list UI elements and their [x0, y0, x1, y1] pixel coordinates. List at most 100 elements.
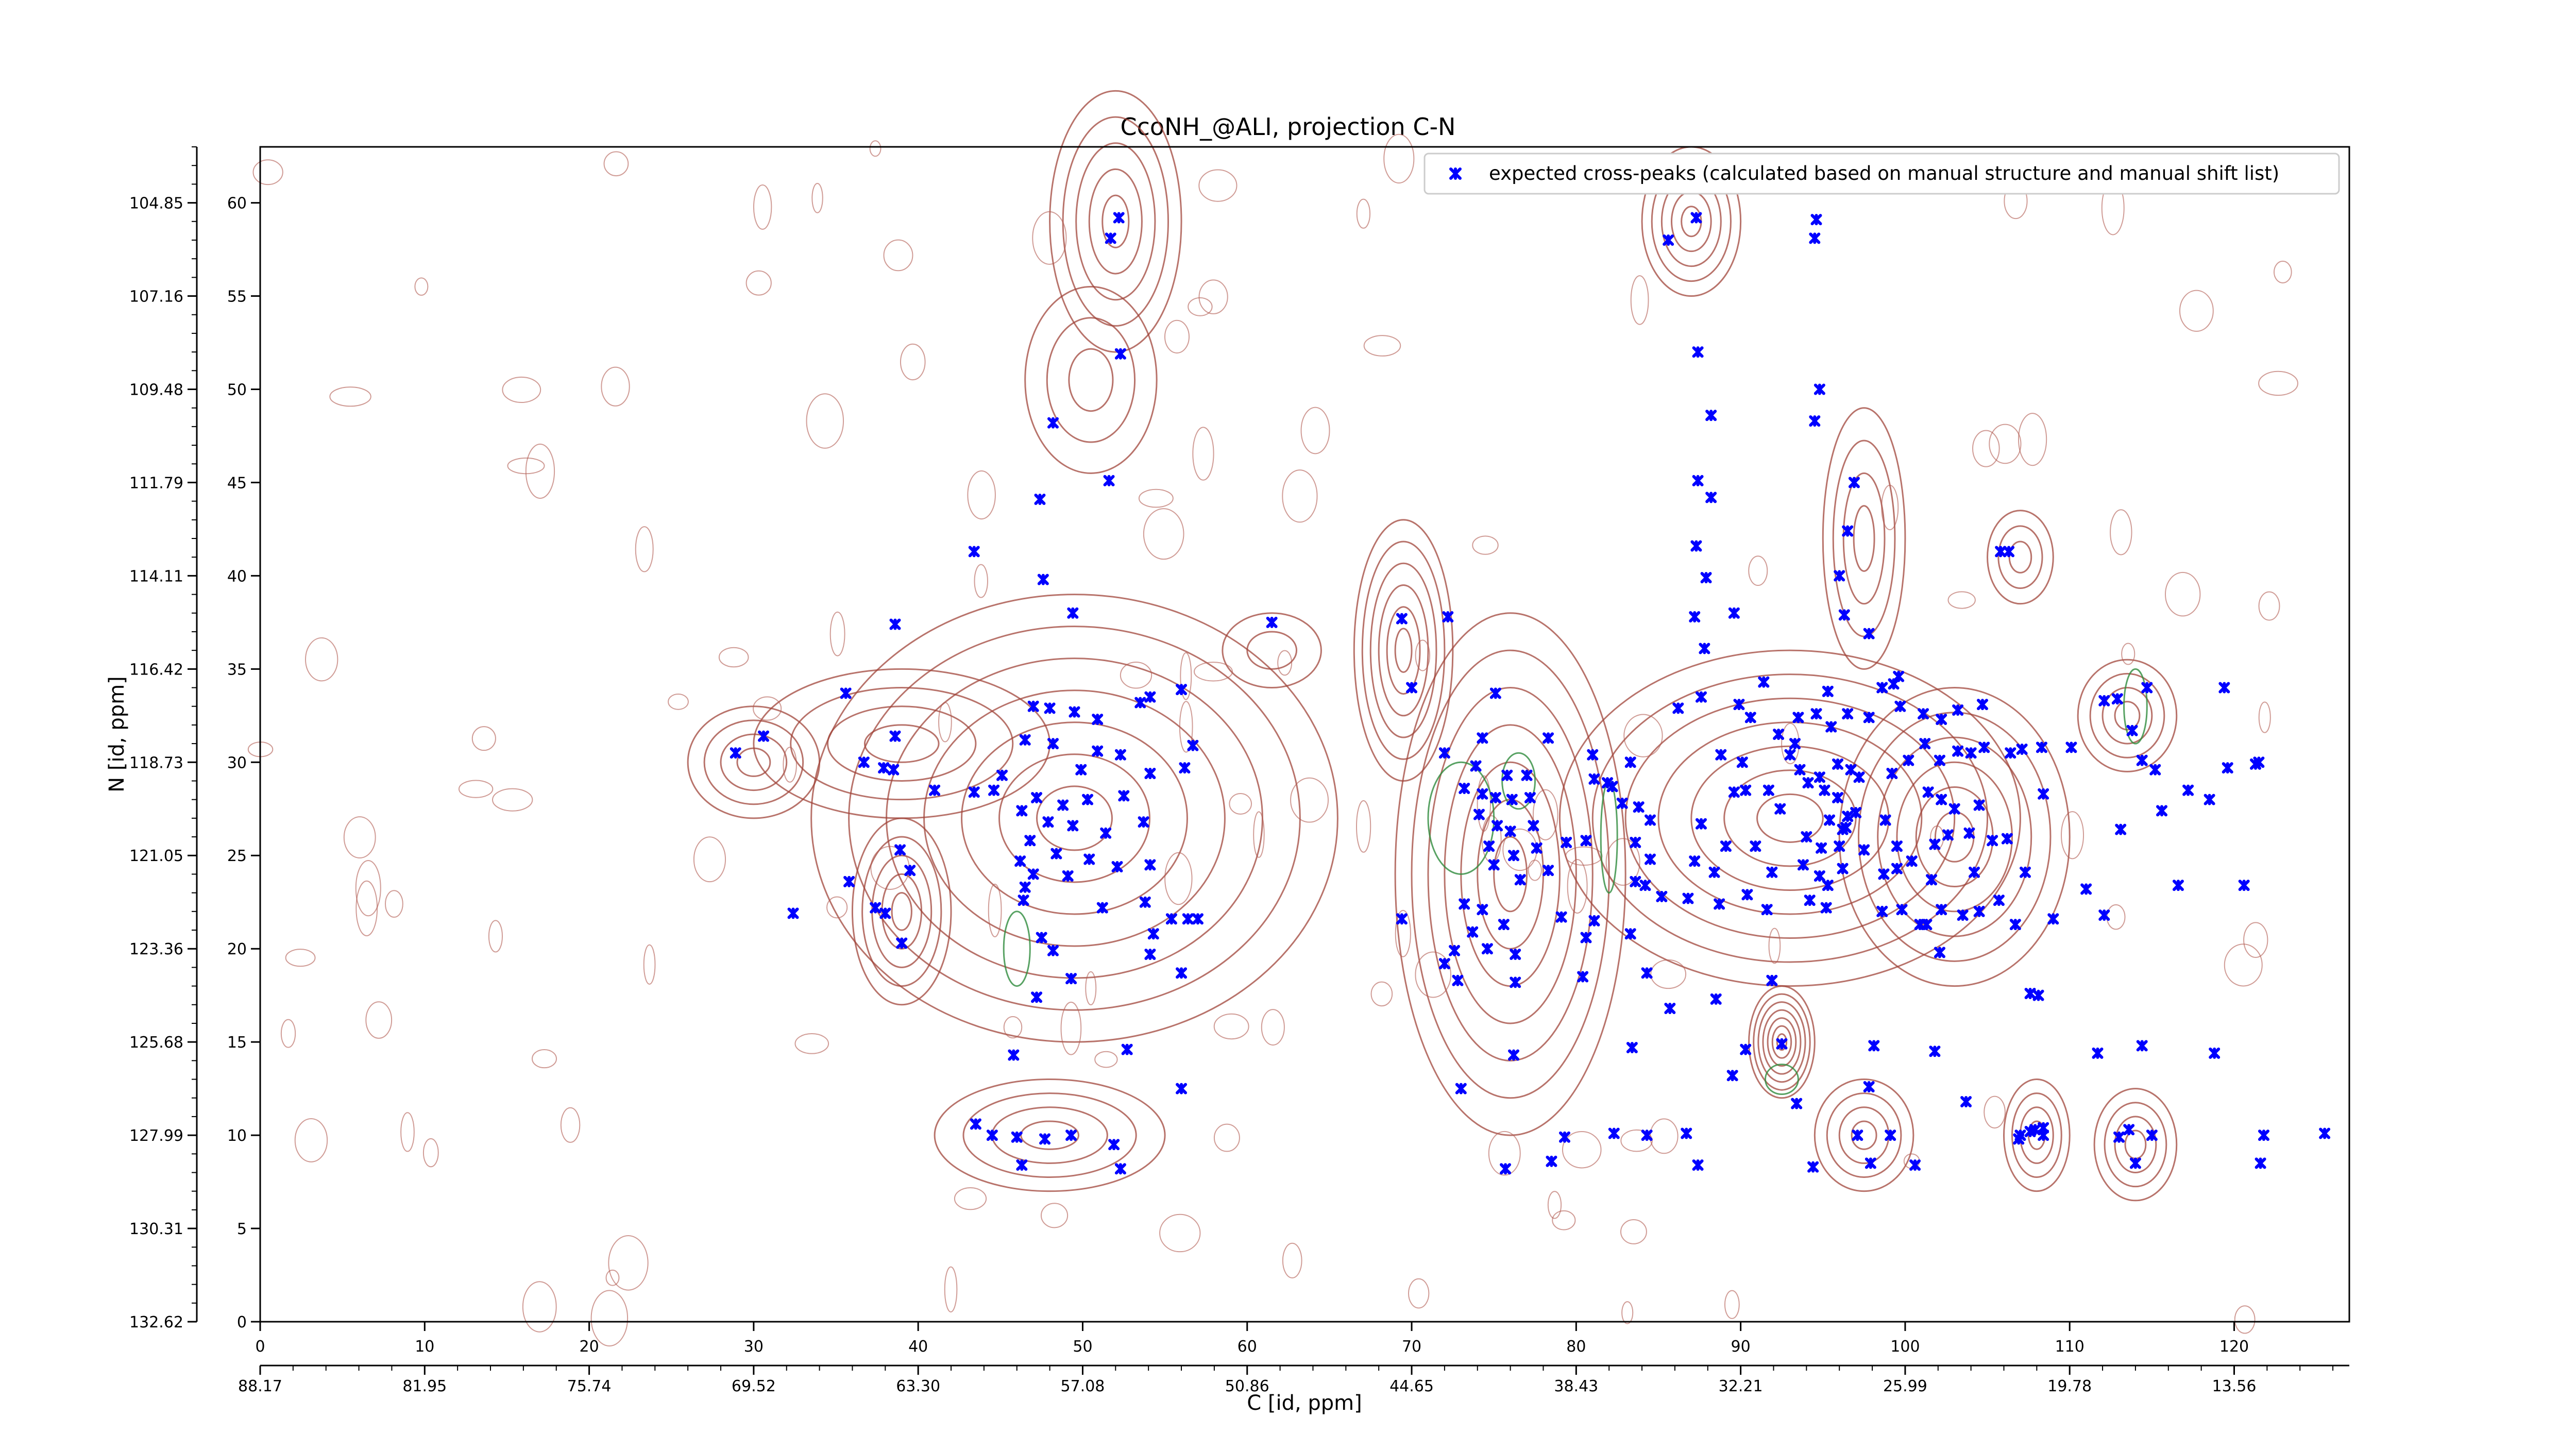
- contour-line: [923, 689, 1226, 947]
- contour-line: [1088, 168, 1143, 275]
- contour-line: [1838, 687, 2071, 987]
- y-ppm-tick-label: 114.11: [129, 567, 183, 585]
- cross-peak-marker: [1057, 799, 1069, 811]
- cross-peak-marker: [1587, 749, 1599, 761]
- cross-peak-marker: [1850, 807, 1862, 818]
- cross-peak-marker: [1018, 895, 1029, 906]
- cross-peak-marker: [1929, 1046, 1941, 1057]
- cross-peak-marker: [2115, 823, 2127, 835]
- noise-contour: [2258, 370, 2298, 396]
- noise-contour: [1748, 555, 1768, 586]
- noise-contour: [1180, 652, 1192, 700]
- cross-peak-marker: [2136, 1040, 2148, 1052]
- noise-contour: [603, 151, 629, 177]
- noise-contour: [938, 702, 952, 743]
- cross-peak-marker: [1692, 1159, 1704, 1171]
- y-ppm-tick-label: 130.31: [129, 1220, 183, 1238]
- cross-peak-marker: [1672, 702, 1684, 714]
- cross-peak-marker: [1027, 868, 1039, 880]
- cross-peak-marker: [1720, 840, 1732, 852]
- cross-peak-marker: [1406, 682, 1418, 694]
- cross-peak-marker: [1039, 1133, 1051, 1145]
- cross-peak-marker: [2016, 743, 2028, 755]
- contour-line: [2102, 687, 2153, 745]
- legend[interactable]: expected cross-peaks (calculated based o…: [1423, 153, 2340, 195]
- contour-line: [1842, 472, 1886, 605]
- contour-line: [1068, 348, 1114, 412]
- cross-peak-marker: [758, 730, 770, 742]
- contour-line: [1024, 285, 1158, 474]
- cross-peak-marker: [1797, 859, 1809, 871]
- cross-peak-marker: [1176, 684, 1188, 696]
- noise-contour: [1032, 211, 1067, 265]
- cross-peak-marker: [1144, 768, 1156, 779]
- noise-contour: [806, 393, 844, 449]
- contour-line: [1361, 541, 1446, 760]
- cross-peak-marker: [1773, 729, 1785, 740]
- noise-contour: [2234, 1305, 2256, 1334]
- noise-contour: [753, 696, 782, 721]
- x-ppm-tick-label: 75.74: [567, 1377, 612, 1395]
- cross-peak-marker: [2038, 1130, 2049, 1141]
- noise-contour: [590, 1290, 629, 1347]
- cross-peak-marker: [2258, 1130, 2269, 1141]
- noise-contour: [492, 788, 533, 812]
- cross-peak-marker: [1886, 768, 1898, 779]
- cross-peak-marker: [1914, 919, 1926, 931]
- x-ppm-tick-label: 63.30: [896, 1377, 940, 1395]
- cross-peak-marker: [1681, 1127, 1692, 1139]
- cross-peak-marker: [1580, 835, 1592, 847]
- noise-contour: [384, 890, 403, 918]
- cross-peak-marker: [1500, 1163, 1512, 1175]
- cross-peak-marker: [1069, 706, 1080, 718]
- contour-line: [1386, 606, 1421, 695]
- noise-contour: [643, 944, 656, 985]
- cross-peak-marker: [1016, 1159, 1028, 1171]
- cross-peak-marker: [1963, 827, 1975, 839]
- cross-peak-marker: [1838, 609, 1850, 621]
- cross-peak-marker: [1047, 945, 1059, 956]
- contour-line: [1369, 562, 1437, 738]
- contour-line: [2003, 1079, 2071, 1192]
- noise-contour: [2243, 922, 2268, 958]
- cross-peak-marker: [2098, 909, 2110, 921]
- y-tick-label: 25: [227, 847, 247, 865]
- contour-line: [1046, 317, 1136, 443]
- cross-peak-marker: [1978, 742, 1990, 753]
- cross-peak-marker: [1936, 794, 1947, 805]
- noise-contour: [608, 1235, 649, 1291]
- noise-contour: [753, 184, 772, 230]
- cross-peak-marker: [1062, 870, 1074, 882]
- contour-line: [720, 733, 788, 791]
- noise-contour: [414, 277, 429, 296]
- cross-peak-marker: [2111, 693, 2123, 705]
- cross-peak-marker: [1960, 1096, 1972, 1107]
- cross-peak-marker: [1853, 771, 1865, 783]
- cross-peak-marker: [1774, 803, 1786, 815]
- cross-peak-marker: [1929, 838, 1941, 850]
- cross-peak-marker: [2092, 1047, 2104, 1059]
- cross-peak-marker: [1626, 1042, 1638, 1053]
- cross-peak-marker: [1858, 844, 1870, 856]
- legend-marker-icon: [1449, 167, 1462, 180]
- cross-peak-marker: [1936, 904, 1947, 916]
- cross-peak-marker: [1903, 754, 1914, 766]
- contour-line: [1877, 736, 2032, 937]
- noise-contour: [1164, 852, 1193, 905]
- noise-contour: [458, 780, 494, 798]
- cross-peak-marker: [1993, 895, 2005, 906]
- noise-contour: [829, 611, 845, 656]
- cross-peak-marker: [1682, 892, 1694, 904]
- cross-peak-marker: [888, 764, 900, 776]
- contour-line: [1987, 510, 2054, 605]
- cross-peak-marker: [970, 1118, 981, 1130]
- contour-line: [2114, 1116, 2157, 1173]
- cross-peak-marker: [840, 687, 852, 699]
- cross-peak-marker: [1521, 769, 1533, 781]
- contour-line: [790, 687, 1014, 801]
- cross-peak-marker: [1876, 682, 1888, 694]
- cross-peak-marker: [1926, 874, 1937, 886]
- noise-contour: [1198, 169, 1238, 202]
- contour-line: [1997, 525, 2043, 589]
